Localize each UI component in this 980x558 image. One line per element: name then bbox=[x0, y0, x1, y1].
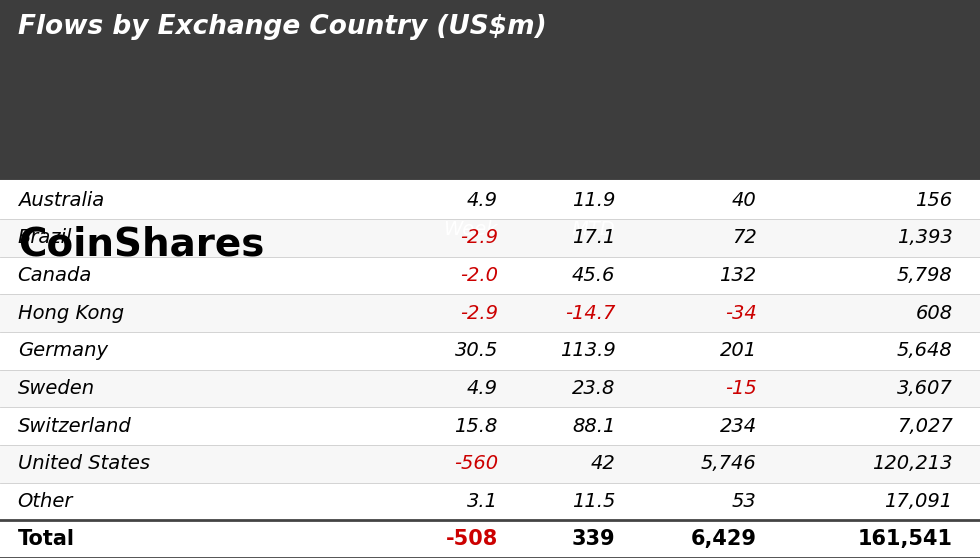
Text: 88.1: 88.1 bbox=[572, 417, 615, 436]
Text: 4.9: 4.9 bbox=[466, 191, 498, 210]
Text: 53: 53 bbox=[732, 492, 757, 511]
Text: 161,541: 161,541 bbox=[858, 529, 953, 549]
FancyBboxPatch shape bbox=[0, 369, 980, 407]
Text: 11.5: 11.5 bbox=[572, 492, 615, 511]
FancyBboxPatch shape bbox=[0, 332, 980, 369]
Text: 23.8: 23.8 bbox=[572, 379, 615, 398]
Text: 608: 608 bbox=[915, 304, 953, 323]
FancyBboxPatch shape bbox=[0, 257, 980, 295]
Text: 6,429: 6,429 bbox=[691, 529, 757, 549]
FancyBboxPatch shape bbox=[0, 219, 980, 257]
Text: -2.9: -2.9 bbox=[460, 304, 498, 323]
Text: -508: -508 bbox=[446, 529, 498, 549]
Text: 1,393: 1,393 bbox=[897, 228, 953, 247]
Text: 15.8: 15.8 bbox=[455, 417, 498, 436]
Text: Sweden: Sweden bbox=[18, 379, 95, 398]
Text: 30.5: 30.5 bbox=[455, 341, 498, 360]
Text: 132: 132 bbox=[719, 266, 757, 285]
Text: -15: -15 bbox=[725, 379, 757, 398]
Text: 3,607: 3,607 bbox=[897, 379, 953, 398]
FancyBboxPatch shape bbox=[0, 520, 980, 558]
Text: 17,091: 17,091 bbox=[884, 492, 953, 511]
Text: 5,746: 5,746 bbox=[701, 454, 757, 473]
Text: 4.9: 4.9 bbox=[466, 379, 498, 398]
Text: 339: 339 bbox=[571, 529, 615, 549]
Text: MTD: MTD bbox=[571, 220, 615, 239]
Text: 234: 234 bbox=[719, 417, 757, 436]
Text: -560: -560 bbox=[454, 454, 498, 473]
Text: Hong Kong: Hong Kong bbox=[18, 304, 123, 323]
Text: 72: 72 bbox=[732, 228, 757, 247]
Text: 5,648: 5,648 bbox=[897, 341, 953, 360]
Text: 5,798: 5,798 bbox=[897, 266, 953, 285]
Text: 113.9: 113.9 bbox=[560, 341, 615, 360]
FancyBboxPatch shape bbox=[0, 0, 980, 181]
Text: 120,213: 120,213 bbox=[872, 454, 953, 473]
Text: Germany: Germany bbox=[18, 341, 108, 360]
Text: United States: United States bbox=[18, 454, 150, 473]
FancyBboxPatch shape bbox=[0, 181, 980, 219]
Text: 3.1: 3.1 bbox=[466, 492, 498, 511]
Text: Canada: Canada bbox=[18, 266, 92, 285]
Text: Flows by Exchange Country (US$m): Flows by Exchange Country (US$m) bbox=[18, 14, 546, 40]
FancyBboxPatch shape bbox=[0, 445, 980, 483]
Text: AUM: AUM bbox=[908, 349, 953, 368]
Text: -2.9: -2.9 bbox=[460, 228, 498, 247]
Text: 156: 156 bbox=[915, 191, 953, 210]
Text: -34: -34 bbox=[725, 304, 757, 323]
Text: 201: 201 bbox=[719, 341, 757, 360]
Text: flows: flows bbox=[448, 349, 498, 368]
Text: Switzerland: Switzerland bbox=[18, 417, 131, 436]
Text: flows: flows bbox=[565, 349, 615, 368]
Text: 17.1: 17.1 bbox=[572, 228, 615, 247]
Text: 11.9: 11.9 bbox=[572, 191, 615, 210]
Text: Total: Total bbox=[18, 529, 74, 549]
FancyBboxPatch shape bbox=[0, 295, 980, 332]
Text: Australia: Australia bbox=[18, 191, 104, 210]
Text: YTD flows: YTD flows bbox=[662, 349, 757, 368]
Text: 7,027: 7,027 bbox=[897, 417, 953, 436]
Text: -2.0: -2.0 bbox=[460, 266, 498, 285]
Text: Week: Week bbox=[443, 220, 498, 239]
FancyBboxPatch shape bbox=[0, 181, 980, 558]
Text: Other: Other bbox=[18, 492, 73, 511]
FancyBboxPatch shape bbox=[0, 407, 980, 445]
Text: Brazil: Brazil bbox=[18, 228, 72, 247]
FancyBboxPatch shape bbox=[0, 483, 980, 520]
Text: CoinShares: CoinShares bbox=[18, 226, 264, 264]
Text: 42: 42 bbox=[591, 454, 615, 473]
Text: 40: 40 bbox=[732, 191, 757, 210]
Text: -14.7: -14.7 bbox=[565, 304, 615, 323]
Text: 45.6: 45.6 bbox=[572, 266, 615, 285]
